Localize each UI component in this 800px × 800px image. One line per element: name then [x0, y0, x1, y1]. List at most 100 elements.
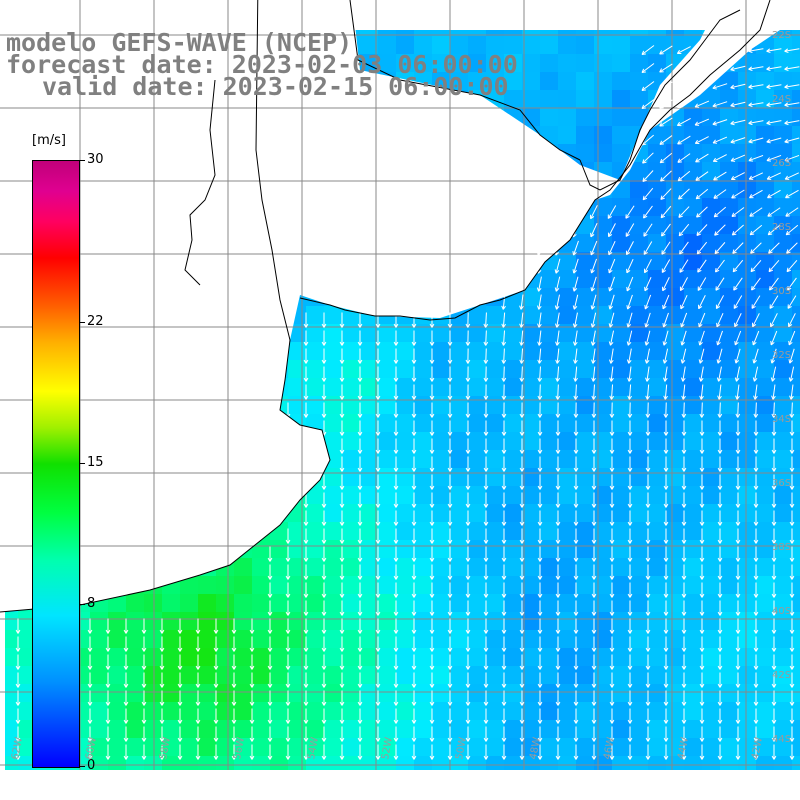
wind-arrow: [753, 618, 759, 634]
wind-arrow: [339, 474, 345, 490]
wind-arrow: [788, 348, 795, 364]
wind-arrow: [627, 420, 633, 436]
wind-arrow: [357, 366, 363, 382]
wind-arrow: [465, 384, 471, 400]
wind-arrow: [519, 492, 525, 508]
wind-arrow: [608, 258, 616, 274]
wind-arrow: [537, 564, 543, 580]
wind-arrow: [645, 510, 651, 526]
wind-arrow: [663, 690, 669, 706]
wind-arrow: [645, 528, 651, 544]
wind-arrow: [303, 582, 309, 598]
wind-arrow: [717, 582, 723, 598]
wind-arrow: [483, 474, 489, 490]
wind-arrow: [662, 277, 670, 292]
wind-arrow: [393, 582, 399, 598]
wind-arrow: [698, 348, 705, 364]
wind-arrow: [753, 690, 759, 706]
wind-arrow: [519, 618, 525, 634]
wind-arrow: [627, 402, 633, 418]
wind-arrow: [591, 600, 597, 616]
wind-arrow: [429, 528, 435, 544]
wind-arrow: [537, 384, 543, 400]
wind-arrow: [731, 224, 744, 236]
wind-arrow: [501, 348, 507, 364]
wind-arrow: [393, 330, 399, 346]
wind-arrow: [213, 654, 219, 670]
wind-arrow: [789, 384, 794, 400]
wind-arrow: [643, 223, 653, 237]
wind-arrow: [769, 313, 778, 328]
wind-arrow: [591, 708, 597, 724]
wind-arrow: [465, 690, 471, 706]
wind-arrow: [788, 366, 795, 382]
longitude-label: 48W: [528, 736, 543, 760]
wind-arrow: [609, 672, 615, 688]
wind-arrow: [627, 438, 633, 454]
wind-arrow: [733, 277, 743, 291]
wind-arrow: [375, 366, 381, 382]
wind-arrow: [771, 600, 777, 616]
wind-arrow: [447, 312, 453, 328]
wind-arrow: [714, 224, 726, 236]
wind-arrow: [789, 564, 795, 580]
wind-arrow: [483, 402, 489, 418]
wind-arrow: [712, 119, 728, 126]
wind-arrow: [231, 636, 237, 652]
wind-arrow: [627, 636, 633, 652]
wind-arrow: [590, 330, 596, 346]
wind-arrow: [735, 708, 741, 724]
wind-arrow: [411, 582, 417, 598]
wind-arrow: [249, 672, 255, 688]
wind-arrow: [681, 618, 687, 634]
wind-arrow: [447, 582, 453, 598]
wind-arrow: [321, 726, 327, 742]
wind-arrow: [519, 600, 525, 616]
wind-arrow: [609, 636, 615, 652]
wind-arrow: [735, 582, 741, 598]
wind-arrow: [608, 240, 616, 256]
wind-arrow: [393, 654, 399, 670]
wind-arrow: [660, 188, 672, 200]
wind-arrow: [734, 313, 742, 328]
wind-arrow: [15, 618, 21, 634]
wind-arrow: [159, 636, 165, 652]
wind-arrow: [735, 420, 741, 436]
wind-arrow: [123, 636, 129, 652]
wind-arrow: [751, 295, 761, 309]
wind-arrow: [483, 672, 489, 688]
wind-arrow: [716, 312, 724, 328]
wind-arrow: [717, 564, 723, 580]
wind-arrow: [105, 726, 111, 742]
wind-arrow: [321, 528, 327, 544]
wind-arrow: [393, 366, 399, 382]
wind-arrow: [483, 438, 489, 454]
wind-arrow: [695, 153, 709, 163]
wind-arrow: [429, 420, 435, 436]
wind-arrow: [483, 636, 489, 652]
wind-arrow: [321, 384, 327, 400]
wind-arrow: [627, 708, 633, 724]
wind-arrow: [393, 636, 399, 652]
wind-arrow: [644, 276, 652, 292]
wind-arrow: [195, 636, 201, 652]
wind-arrow: [626, 276, 634, 292]
wind-arrow: [429, 474, 435, 490]
wind-arrow: [554, 222, 561, 238]
wind-arrow: [662, 348, 669, 364]
wind-arrow: [554, 294, 560, 310]
wind-arrow: [339, 348, 345, 364]
wind-arrow: [769, 277, 779, 291]
wind-arrow: [375, 438, 381, 454]
wind-arrow: [717, 384, 722, 400]
wind-arrow: [465, 474, 471, 490]
wind-arrow: [681, 726, 687, 742]
latitude-label: 38S: [772, 542, 791, 553]
wind-arrow: [717, 690, 723, 706]
wind-arrow: [537, 510, 543, 526]
wind-arrow: [303, 744, 309, 760]
wind-arrow: [231, 708, 237, 724]
wind-arrow: [411, 600, 417, 616]
latitude-label: 40S: [772, 606, 791, 617]
wind-arrow: [787, 313, 796, 328]
